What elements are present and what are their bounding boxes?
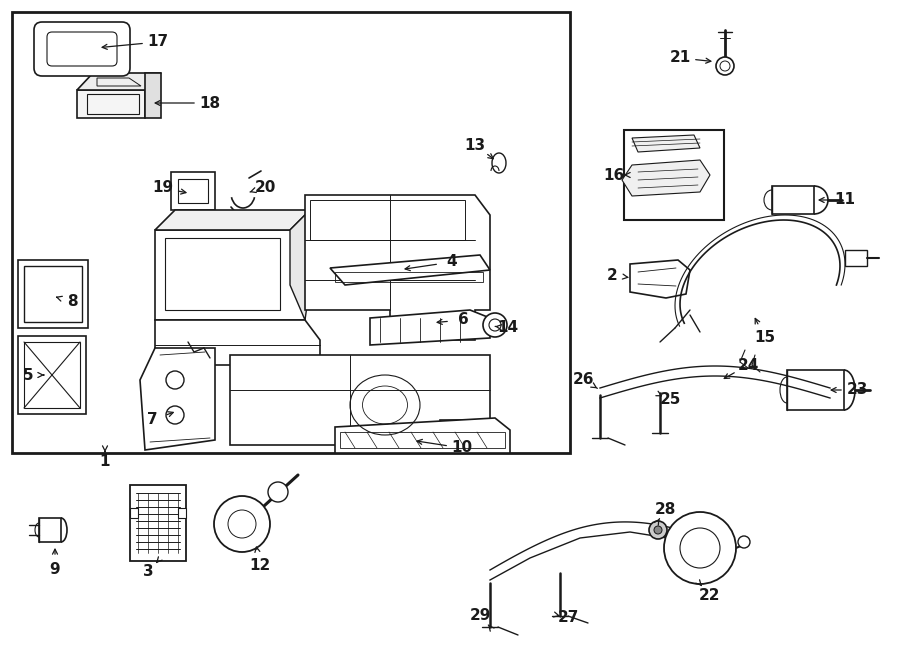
Bar xyxy=(178,508,186,518)
Circle shape xyxy=(654,526,662,534)
Text: 25: 25 xyxy=(660,393,680,407)
Text: 16: 16 xyxy=(603,167,625,182)
Bar xyxy=(772,186,814,214)
Circle shape xyxy=(166,406,184,424)
Text: 3: 3 xyxy=(143,564,153,580)
Text: 10: 10 xyxy=(452,440,472,455)
Text: 20: 20 xyxy=(255,180,275,194)
Text: 1: 1 xyxy=(100,455,110,469)
Text: 4: 4 xyxy=(446,254,457,270)
Bar xyxy=(310,200,465,240)
Text: 8: 8 xyxy=(67,295,77,309)
Text: 27: 27 xyxy=(557,611,579,625)
Circle shape xyxy=(680,528,720,568)
Polygon shape xyxy=(370,310,490,345)
Polygon shape xyxy=(155,230,305,320)
Circle shape xyxy=(483,313,507,337)
Text: 21: 21 xyxy=(670,50,690,65)
Polygon shape xyxy=(622,160,710,196)
Text: 7: 7 xyxy=(147,412,158,428)
Polygon shape xyxy=(77,73,161,90)
Text: 29: 29 xyxy=(469,607,491,623)
Circle shape xyxy=(720,61,730,71)
Polygon shape xyxy=(630,260,690,298)
Circle shape xyxy=(268,482,288,502)
Polygon shape xyxy=(230,355,490,445)
FancyBboxPatch shape xyxy=(47,32,117,66)
Polygon shape xyxy=(140,348,215,450)
Circle shape xyxy=(214,496,270,552)
Text: 28: 28 xyxy=(654,502,676,518)
Polygon shape xyxy=(155,210,310,230)
Text: 23: 23 xyxy=(846,383,868,397)
Polygon shape xyxy=(290,210,310,320)
Polygon shape xyxy=(787,370,844,410)
Circle shape xyxy=(228,510,256,538)
Circle shape xyxy=(738,536,750,548)
Bar xyxy=(340,432,505,448)
Bar xyxy=(130,508,138,518)
Bar xyxy=(165,238,280,310)
Text: 19: 19 xyxy=(152,180,174,196)
Bar xyxy=(12,12,570,453)
Bar xyxy=(39,518,61,542)
Text: 14: 14 xyxy=(498,321,518,336)
Bar xyxy=(624,130,724,220)
FancyBboxPatch shape xyxy=(34,22,130,76)
Bar xyxy=(171,172,215,210)
Circle shape xyxy=(716,57,734,75)
Polygon shape xyxy=(145,73,161,118)
Bar xyxy=(130,485,186,561)
Text: 17: 17 xyxy=(148,34,168,50)
Text: 15: 15 xyxy=(754,330,776,346)
Text: 26: 26 xyxy=(573,373,595,387)
Text: 18: 18 xyxy=(200,95,220,110)
Text: 6: 6 xyxy=(457,313,468,327)
Polygon shape xyxy=(330,255,490,285)
Text: 2: 2 xyxy=(607,268,617,282)
Text: 24: 24 xyxy=(737,358,759,373)
Bar xyxy=(18,260,88,328)
Bar xyxy=(18,336,86,414)
Circle shape xyxy=(166,371,184,389)
Circle shape xyxy=(664,512,736,584)
Bar xyxy=(845,250,867,266)
Text: 12: 12 xyxy=(249,557,271,572)
Polygon shape xyxy=(305,195,490,340)
Circle shape xyxy=(489,319,501,331)
Text: 13: 13 xyxy=(464,137,486,153)
Bar xyxy=(24,266,82,322)
Bar xyxy=(87,94,139,114)
Polygon shape xyxy=(632,135,700,152)
Polygon shape xyxy=(77,90,145,118)
Text: 5: 5 xyxy=(22,368,33,383)
Polygon shape xyxy=(155,320,320,365)
Text: 11: 11 xyxy=(834,192,856,208)
Text: 9: 9 xyxy=(50,563,60,578)
Bar xyxy=(24,342,80,408)
Bar xyxy=(335,272,483,282)
Text: 22: 22 xyxy=(699,588,721,602)
Polygon shape xyxy=(335,418,510,453)
Bar xyxy=(178,179,208,203)
Circle shape xyxy=(649,521,667,539)
